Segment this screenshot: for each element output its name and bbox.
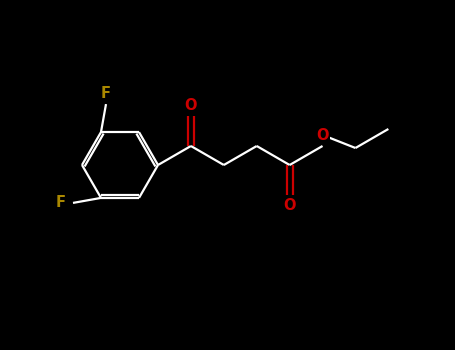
Text: F: F (56, 195, 66, 210)
Text: O: O (185, 98, 197, 112)
Text: F: F (101, 86, 111, 100)
Text: O: O (283, 198, 296, 214)
Text: O: O (316, 127, 329, 142)
